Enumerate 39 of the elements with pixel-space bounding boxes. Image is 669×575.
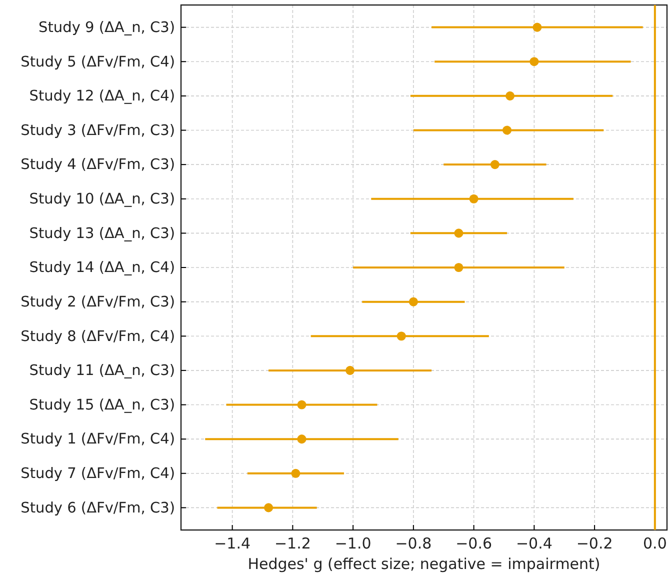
y-tick-label: Study 7 (ΔFv/Fm, C4)	[20, 466, 175, 482]
x-tick-label: −1.2	[274, 534, 311, 553]
point	[469, 194, 478, 204]
point	[291, 468, 300, 478]
point	[532, 22, 542, 32]
y-tick-label: Study 8 (ΔFv/Fm, C4)	[20, 328, 175, 345]
y-tick-label: Study 10 (ΔA_n, C3)	[29, 192, 175, 208]
y-tick-label: Study 12 (ΔA_n, C4)	[29, 88, 175, 105]
point	[396, 332, 406, 341]
point	[454, 262, 464, 272]
x-tick-label: −1.4	[214, 534, 251, 553]
point	[408, 297, 418, 306]
y-tick-label: Study 6 (ΔFv/Fm, C3)	[20, 500, 175, 516]
x-axis-title: Hedges' g (effect size; negative = impairment)	[248, 555, 600, 573]
y-tick-label: Study 14 (ΔA_n, C4)	[29, 260, 175, 276]
x-tick-label: −0.4	[516, 534, 552, 553]
y-tick-label: Study 2 (ΔFv/Fm, C3)	[20, 294, 175, 310]
x-tick-label: −0.6	[456, 534, 492, 553]
y-tick-label: Study 5 (ΔFv/Fm, C4)	[20, 54, 175, 70]
y-tick-label: Study 9 (ΔA_n, C3)	[38, 20, 175, 36]
point	[264, 503, 274, 512]
point	[530, 57, 539, 66]
y-tick-label: Study 11 (ΔA_n, C3)	[29, 363, 175, 380]
point	[297, 400, 306, 410]
x-tick-label: −0.8	[395, 534, 432, 553]
y-tick-label: Study 4 (ΔFv/Fm, C3)	[20, 157, 175, 174]
point	[506, 91, 515, 100]
point	[297, 434, 306, 444]
point	[502, 126, 512, 135]
x-tick-label: −0.2	[576, 534, 613, 553]
x-tick-label: 0.0	[642, 534, 667, 553]
y-tick-label: Study 15 (ΔA_n, C3)	[29, 397, 175, 414]
y-tick-label: Study 1 (ΔFv/Fm, C4)	[20, 432, 175, 448]
point	[346, 366, 355, 375]
point	[490, 160, 500, 170]
y-tick-label: Study 3 (ΔFv/Fm, C3)	[20, 122, 175, 139]
y-tick-label: Study 13 (ΔA_n, C3)	[29, 226, 175, 242]
point	[454, 228, 464, 238]
x-tick-label: −1.0	[334, 534, 372, 553]
